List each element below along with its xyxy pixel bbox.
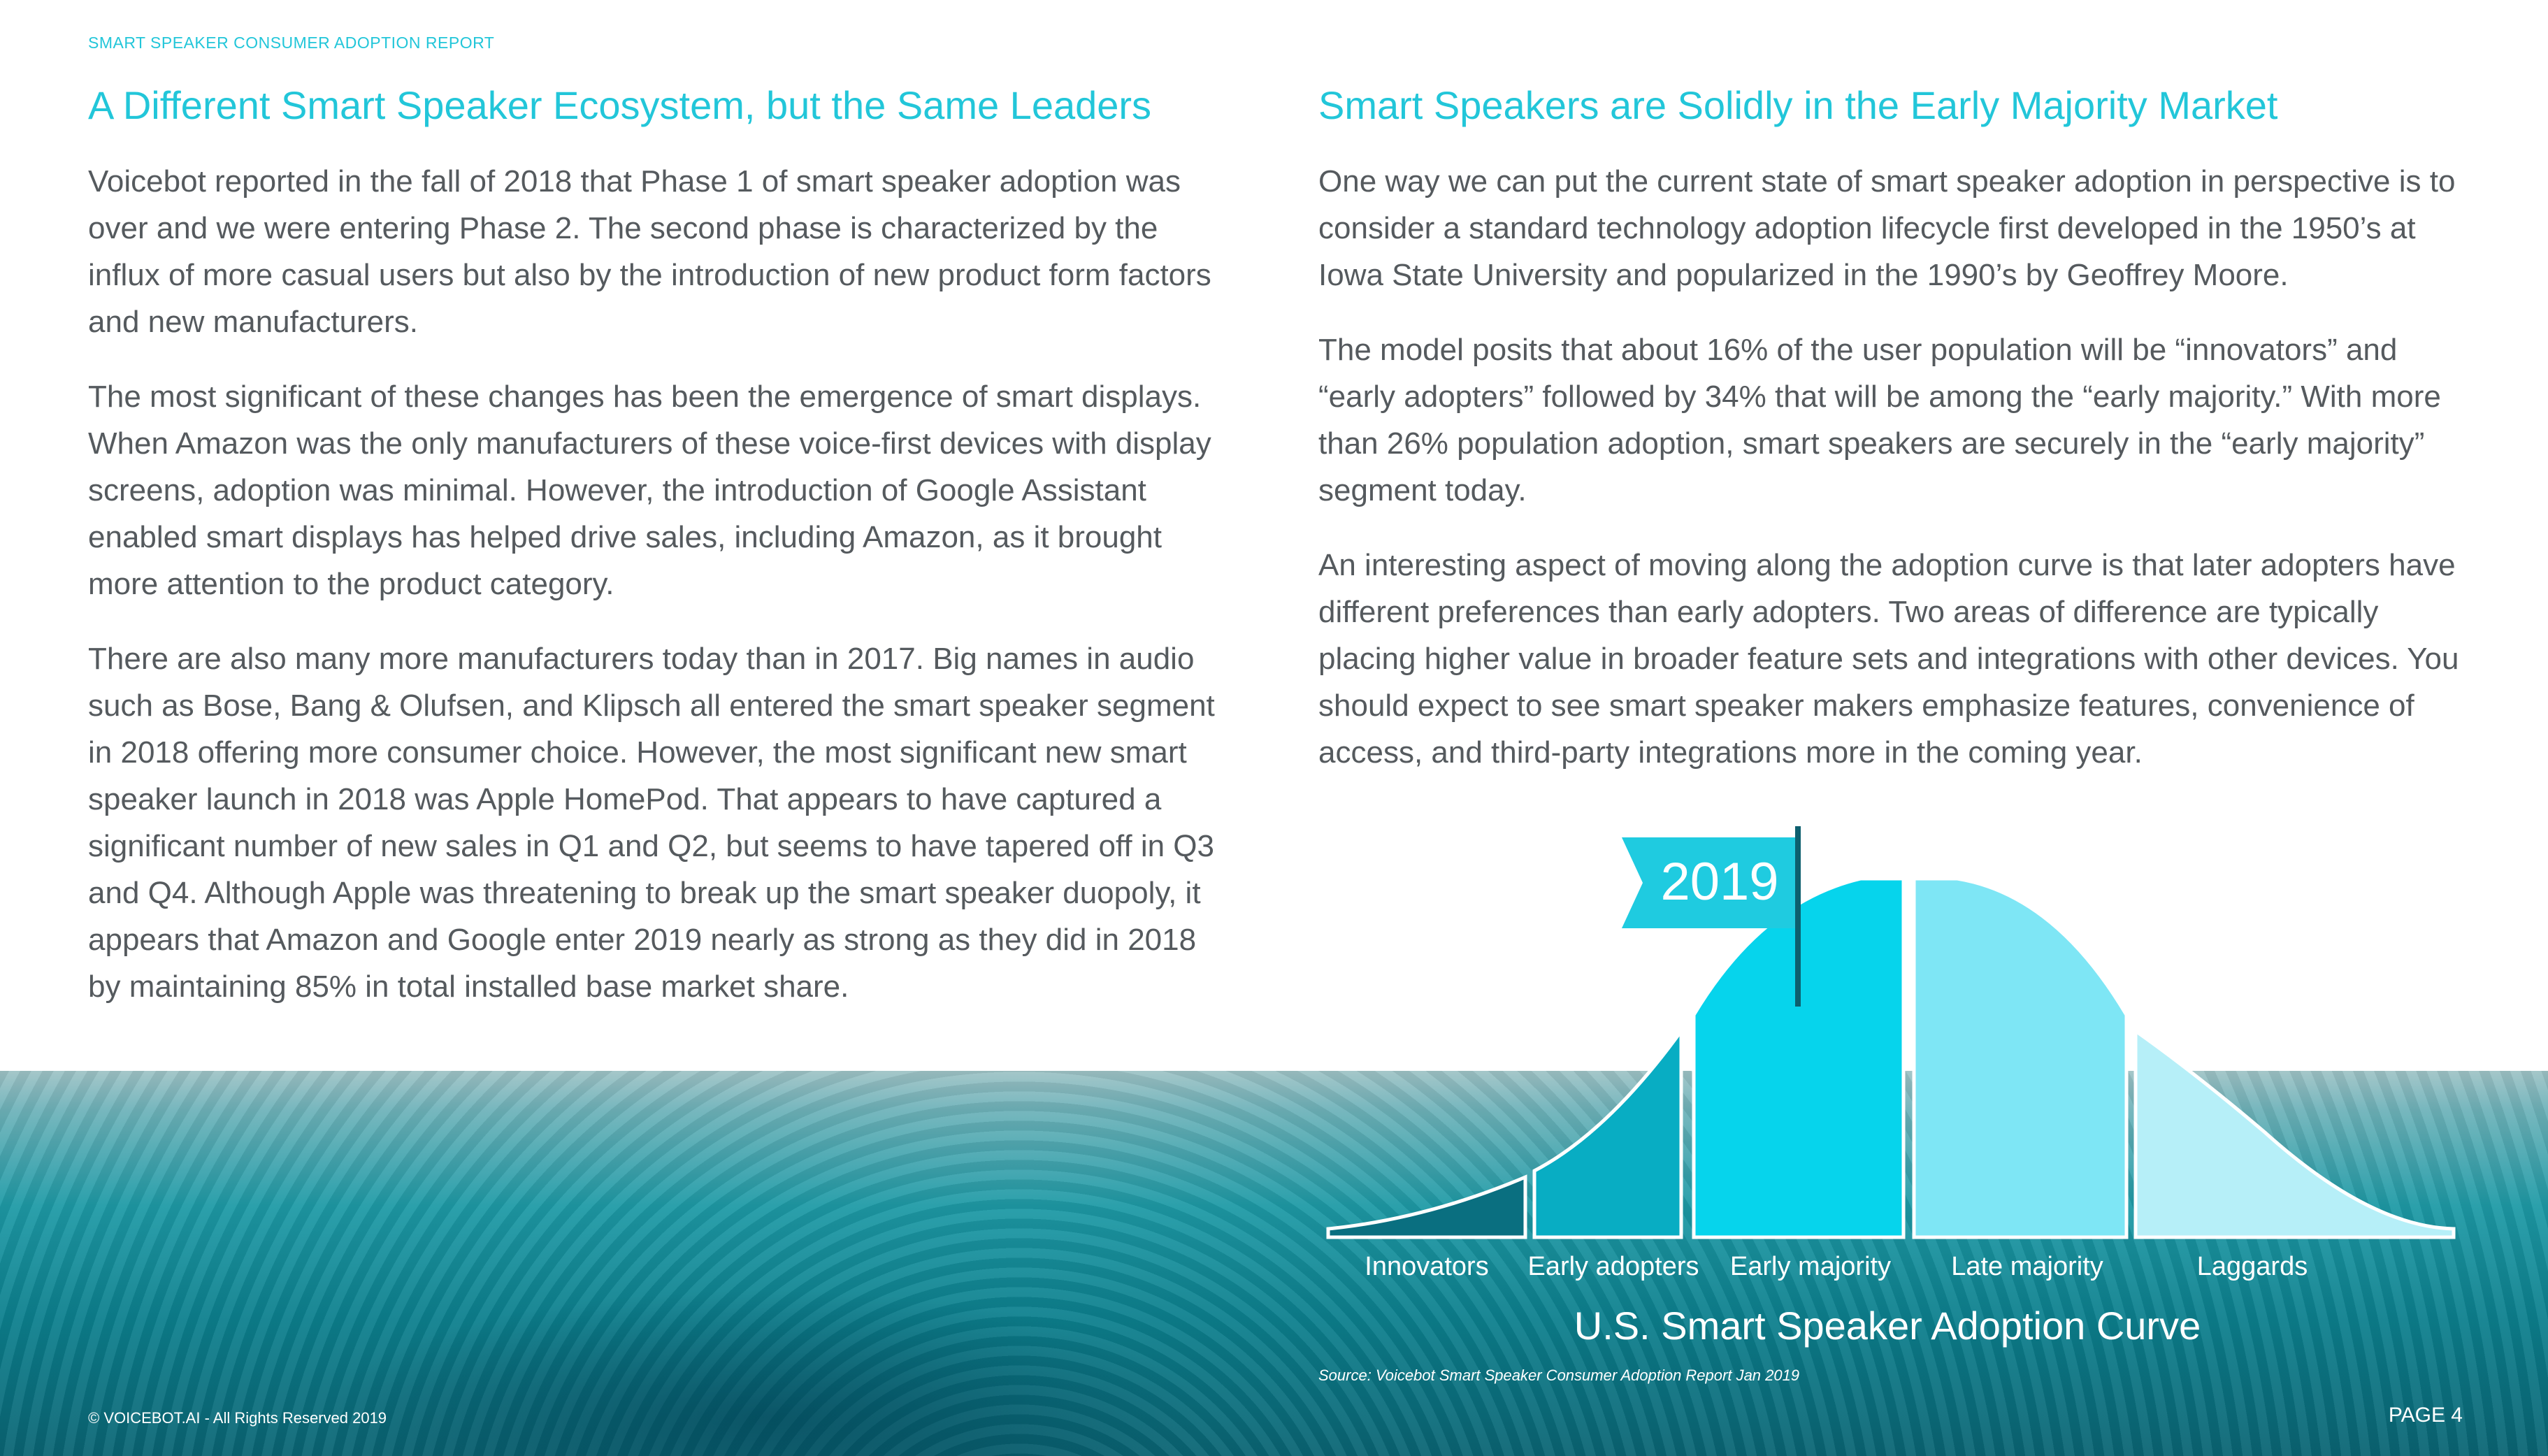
category-label-early-majority: Early majority	[1730, 1252, 1891, 1281]
chart-title: U.S. Smart Speaker Adoption Curve	[1574, 1304, 2201, 1348]
left-column: A Different Smart Speaker Ecosystem, but…	[88, 82, 1235, 1038]
footer-copyright: © VOICEBOT.AI - All Rights Reserved 2019	[88, 1409, 387, 1427]
year-marker-flag	[1622, 837, 1797, 928]
report-header-label: SMART SPEAKER CONSUMER ADOPTION REPORT	[88, 34, 495, 52]
chart-source-note: Source: Voicebot Smart Speaker Consumer …	[1318, 1367, 1800, 1384]
left-paragraph-1: Voicebot reported in the fall of 2018 th…	[88, 164, 1211, 339]
category-label-late-majority: Late majority	[1951, 1252, 2103, 1281]
segment-early-adopters	[1532, 1025, 1683, 1239]
year-marker-label: 2019	[1660, 852, 1778, 911]
left-paragraph-3: There are also many more manufacturers t…	[88, 642, 1215, 1004]
category-label-laggards: Laggards	[2197, 1252, 2308, 1281]
left-paragraph-2: The most significant of these changes ha…	[88, 380, 1211, 601]
right-paragraph-2: The model posits that about 16% of the u…	[1318, 333, 2441, 507]
category-label-innovators: Innovators	[1365, 1252, 1488, 1281]
left-section-title: A Different Smart Speaker Ecosystem, but…	[88, 83, 1152, 127]
segment-late-majority	[1912, 877, 2129, 1239]
category-label-early-adopters: Early adopters	[1527, 1252, 1699, 1281]
right-paragraph-3: An interesting aspect of moving along th…	[1318, 548, 2459, 770]
segment-laggards	[2133, 1028, 2456, 1239]
year-marker-pole	[1795, 826, 1801, 1007]
page-number: PAGE 4	[2388, 1404, 2463, 1427]
right-section-title: Smart Speakers are Solidly in the Early …	[1318, 83, 2278, 127]
adoption-curve-chart: 2019 Innovators Early adopters Early maj…	[1326, 826, 2456, 1348]
segment-innovators	[1326, 1174, 1527, 1239]
right-column: Smart Speakers are Solidly in the Early …	[1318, 82, 2479, 804]
right-paragraph-1: One way we can put the current state of …	[1318, 164, 2456, 292]
